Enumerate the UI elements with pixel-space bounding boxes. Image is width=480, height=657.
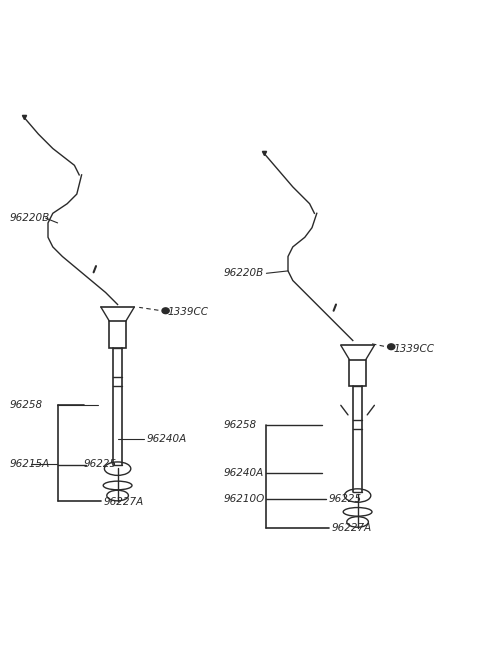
Text: 96227A: 96227A <box>331 523 372 533</box>
Text: 96240A: 96240A <box>223 468 264 478</box>
Text: 96240A: 96240A <box>146 434 187 444</box>
Text: 96258: 96258 <box>10 400 43 411</box>
Text: 96220B: 96220B <box>223 268 264 279</box>
Ellipse shape <box>387 344 395 350</box>
Text: 96225: 96225 <box>329 494 362 504</box>
Text: 96225: 96225 <box>84 459 117 469</box>
Text: 96258: 96258 <box>223 420 256 430</box>
Text: 96227A: 96227A <box>103 497 144 507</box>
Text: 1339CC: 1339CC <box>394 344 434 353</box>
Text: 1339CC: 1339CC <box>168 307 209 317</box>
Text: 96220B: 96220B <box>10 213 50 223</box>
Text: 96210O: 96210O <box>223 494 264 504</box>
Ellipse shape <box>162 308 169 313</box>
Text: 96215A: 96215A <box>10 459 50 469</box>
